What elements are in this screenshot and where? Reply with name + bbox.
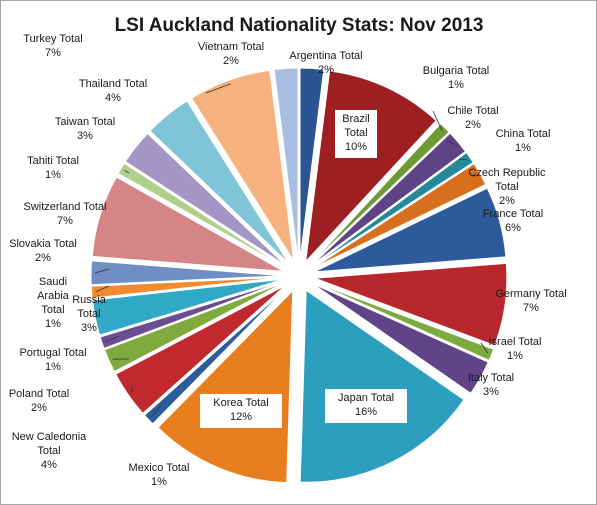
- pie-slice-russia-total: [91, 278, 284, 336]
- data-label-thailand-total: Thailand Total 4%: [79, 78, 147, 104]
- slice-label-text-vietnam-total: Vietnam Total 2%: [198, 41, 264, 67]
- slice-label-text-tahiti-total: Tahiti Total 1%: [27, 155, 79, 181]
- pie-slice-japan-total: [299, 289, 465, 483]
- slice-label-text-taiwan-total: Taiwan Total 3%: [55, 116, 115, 142]
- data-label-france-total: France Total 6%: [483, 208, 543, 234]
- data-label-tahiti-total: Tahiti Total 1%: [27, 155, 130, 181]
- data-label-turkey-total: Turkey Total 7%: [23, 33, 231, 94]
- leader-line-tahiti-total: [124, 170, 130, 174]
- leader-line-turkey-total: [205, 83, 231, 94]
- pie-slice-argentina-total: [299, 67, 325, 261]
- pie-slice-new-caledonia-total: [115, 284, 287, 415]
- label-box-brazil-total: [335, 110, 377, 158]
- pie-slice-poland-total: [103, 282, 285, 373]
- pie-slice-france-total: [314, 187, 507, 273]
- data-label-slovakia-total: Slovakia Total 2%: [9, 238, 110, 274]
- leader-line-slovakia-total: [94, 268, 110, 274]
- pie-slice-bulgaria-total: [309, 122, 450, 265]
- data-label-israel-total: Israel Total 1%: [480, 336, 542, 362]
- data-label-czech-republic-total: Czech Republic Total 2%: [468, 167, 546, 207]
- slice-label-text-israel-total: Israel Total 1%: [489, 336, 542, 362]
- pie-slice-italy-total: [312, 283, 489, 394]
- data-label-japan-total: Japan Total 16%: [325, 389, 407, 423]
- leader-line-israel-total: [480, 342, 489, 354]
- pie-slice-saudi-arabia-total: [90, 276, 284, 299]
- leader-line-bulgaria-total: [432, 110, 443, 131]
- data-label-chile-total: Chile Total 2%: [446, 105, 499, 145]
- slice-label-text-france-total: France Total 6%: [483, 208, 543, 234]
- slice-label-text-portugal-total: Portugal Total 1%: [19, 347, 86, 373]
- pie-slice-vietnam-total: [273, 67, 299, 261]
- leader-line-mexico-total: [151, 405, 162, 418]
- slice-label-text-new-caledonia-total: New Caledonia Total 4%: [12, 431, 87, 471]
- data-label-bulgaria-total: Bulgaria Total 1%: [423, 65, 489, 131]
- data-label-vietnam-total: Vietnam Total 2%: [198, 41, 264, 67]
- data-label-switzerland-total: Switzerland Total 7%: [24, 201, 107, 227]
- slice-label-text-czech-republic-total: Czech Republic Total 2%: [468, 167, 546, 207]
- slice-label-text-thailand-total: Thailand Total 4%: [79, 78, 147, 104]
- data-label-new-caledonia-total: New Caledonia Total 4%: [12, 385, 134, 471]
- data-label-russia-total: Russia Total 3%: [72, 294, 107, 334]
- slice-label-text-brazil-total: Brazil Total 10%: [342, 113, 370, 153]
- pie-slice-germany-total: [314, 262, 508, 347]
- pie-slice-portugal-total: [99, 280, 285, 350]
- slice-label-text-italy-total: Italy Total 3%: [468, 372, 514, 398]
- pie-slice-turkey-total: [190, 69, 295, 262]
- leader-line-china-total: [458, 158, 467, 161]
- data-label-taiwan-total: Taiwan Total 3%: [55, 116, 115, 142]
- pie-slices: [90, 67, 508, 484]
- slice-label-text-poland-total: Poland Total 2%: [9, 388, 69, 414]
- data-label-argentina-total: Argentina Total 2%: [289, 50, 362, 76]
- data-label-portugal-total: Portugal Total 1%: [19, 335, 120, 373]
- data-label-china-total: China Total 1%: [458, 128, 551, 161]
- pie-slice-switzerland-total: [91, 176, 284, 272]
- chart-title: LSI Auckland Nationality Stats: Nov 2013: [115, 15, 484, 36]
- slice-label-text-germany-total: Germany Total 7%: [495, 288, 566, 314]
- pie-slice-taiwan-total: [124, 132, 287, 267]
- data-labels: Argentina Total 2% Brazil Total 10% Bulgaria …: [9, 33, 567, 488]
- slice-label-text-slovakia-total: Slovakia Total 2%: [9, 238, 77, 264]
- leader-line-chile-total: [446, 140, 456, 145]
- data-label-italy-total: Italy Total 3%: [468, 372, 514, 398]
- slice-label-text-china-total: China Total 1%: [496, 128, 551, 154]
- slice-label-text-switzerland-total: Switzerland Total 7%: [24, 201, 107, 227]
- leader-line-portugal-total: [105, 335, 120, 342]
- data-label-korea-total: Korea Total 12%: [200, 394, 282, 428]
- pie-slice-korea-total: [157, 289, 294, 484]
- pie-slice-china-total: [311, 151, 474, 268]
- pie-slice-czech-republic-total: [312, 162, 487, 269]
- slice-label-text-mexico-total: Mexico Total 1%: [129, 462, 190, 488]
- slice-label-text-japan-total: Japan Total 16%: [338, 392, 394, 418]
- pie-slice-israel-total: [313, 281, 495, 362]
- label-box-korea-total: [200, 394, 282, 428]
- pie-slice-mexico-total: [143, 286, 288, 425]
- pie-slice-thailand-total: [149, 100, 290, 264]
- slice-label-text-turkey-total: Turkey Total 7%: [23, 33, 82, 59]
- data-label-poland-total: Poland Total 2%: [9, 358, 130, 414]
- slice-label-text-argentina-total: Argentina Total 2%: [289, 50, 362, 76]
- pie-slice-slovakia-total: [90, 260, 284, 286]
- label-box-japan-total: [325, 389, 407, 423]
- pie-slice-tahiti-total: [117, 162, 286, 269]
- data-label-germany-total: Germany Total 7%: [495, 288, 566, 314]
- slice-label-text-chile-total: Chile Total 2%: [447, 105, 498, 131]
- pie-slice-chile-total: [310, 132, 467, 267]
- data-label-mexico-total: Mexico Total 1%: [129, 405, 190, 488]
- slice-label-text-korea-total: Korea Total 12%: [213, 397, 268, 423]
- leader-line-new-caledonia-total: [131, 385, 134, 393]
- data-label-brazil-total: Brazil Total 10%: [335, 110, 377, 158]
- slice-label-text-russia-total: Russia Total 3%: [72, 294, 107, 334]
- slice-label-text-saudi-arabia-total: Saudi Arabia Total 1%: [37, 276, 70, 330]
- slice-label-text-bulgaria-total: Bulgaria Total 1%: [423, 65, 489, 91]
- leader-line-saudi-arabia-total: [95, 285, 110, 293]
- data-label-saudi-arabia-total: Saudi Arabia Total 1%: [37, 276, 110, 330]
